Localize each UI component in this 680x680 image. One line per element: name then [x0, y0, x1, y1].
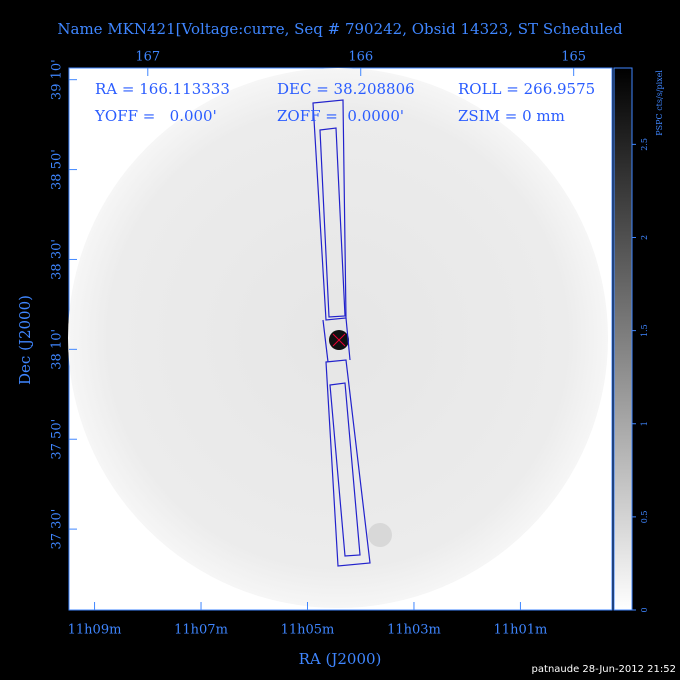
x-tick-label: 11h01m — [494, 623, 548, 638]
x-tick-label: 11h03m — [387, 623, 441, 638]
y-tick-label: 38 10' — [50, 329, 65, 370]
x-tick-label: 11h09m — [68, 623, 122, 638]
y-tick-label: 38 50' — [50, 149, 65, 190]
footer: patnaude 28-Jun-2012 21:52 — [532, 664, 676, 675]
colorbar-tick-label: 1.5 — [640, 324, 649, 337]
colorbar-tick-label: 2 — [640, 235, 649, 240]
colorbar-tick-label: 0 — [640, 607, 649, 612]
colorbar-title: PSPC cts/s/pixel — [655, 70, 664, 136]
colorbar-tick-label: 1 — [640, 421, 649, 426]
detector-outline — [312, 99, 371, 567]
colorbar — [613, 67, 633, 611]
x-tick-label: 11h07m — [174, 623, 228, 638]
info-text: YOFF = 0.000' — [94, 107, 217, 125]
y-tick-label: 37 50' — [50, 419, 65, 460]
y-tick-label: 39 10' — [50, 59, 65, 100]
info-text: ZOFF = 0.0000' — [277, 107, 404, 125]
x2-tick-label: 166 — [348, 50, 373, 65]
x-axis-title: RA (J2000) — [299, 650, 382, 668]
info-text: RA = 166.113333 — [95, 80, 230, 98]
y-tick-label: 38 30' — [50, 239, 65, 280]
info-text: ROLL = 266.9575 — [458, 80, 595, 98]
x-tick-label: 11h05m — [281, 623, 335, 638]
colorbar-tick-label: 2.5 — [640, 138, 649, 151]
diffuse-source — [368, 523, 392, 547]
x2-tick-label: 165 — [561, 50, 586, 65]
source-marker — [332, 333, 346, 347]
y-axis-title: Dec (J2000) — [16, 295, 34, 385]
x2-tick-label: 167 — [135, 50, 160, 65]
info-text: DEC = 38.208806 — [277, 80, 415, 98]
chart-title: Name MKN421[Voltage:curre, Seq # 790242,… — [57, 20, 623, 38]
y-tick-label: 37 30' — [50, 509, 65, 550]
colorbar-tick-label: 0.5 — [640, 511, 649, 524]
info-text: ZSIM = 0 mm — [458, 107, 565, 125]
